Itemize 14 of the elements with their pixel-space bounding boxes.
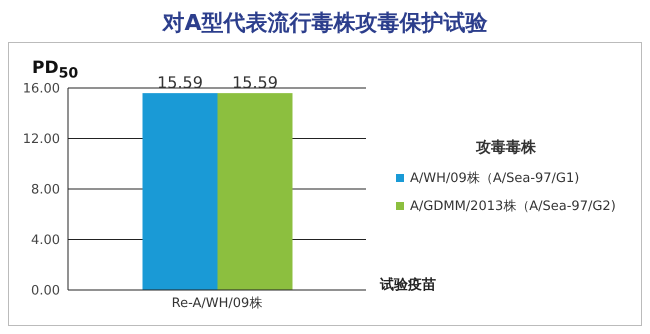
- legend-label: A/WH/09株（A/Sea-97/G1): [410, 170, 580, 187]
- data-label: 15.59: [232, 73, 278, 92]
- chart-title: 对A型代表流行毒株攻毒保护试验: [161, 10, 489, 38]
- y-tick-label: 0.00: [31, 284, 60, 299]
- legend-title: 攻毒毒株: [474, 138, 537, 157]
- y-tick-label: 16.00: [22, 82, 60, 97]
- x-tick-label: Re-A/WH/09株: [172, 296, 262, 312]
- y-tick-label: 4.00: [31, 233, 60, 248]
- y-tick-label: 12.00: [22, 132, 60, 148]
- y-tick-label: 8.00: [31, 182, 60, 198]
- legend-label: A/GDMM/2013株（A/Sea-97/G2): [410, 198, 616, 215]
- x-axis-title: 试验疫苗: [380, 276, 436, 294]
- y-axis-title: PD$_{50}$: [32, 58, 78, 82]
- data-label: 15.59: [157, 73, 203, 92]
